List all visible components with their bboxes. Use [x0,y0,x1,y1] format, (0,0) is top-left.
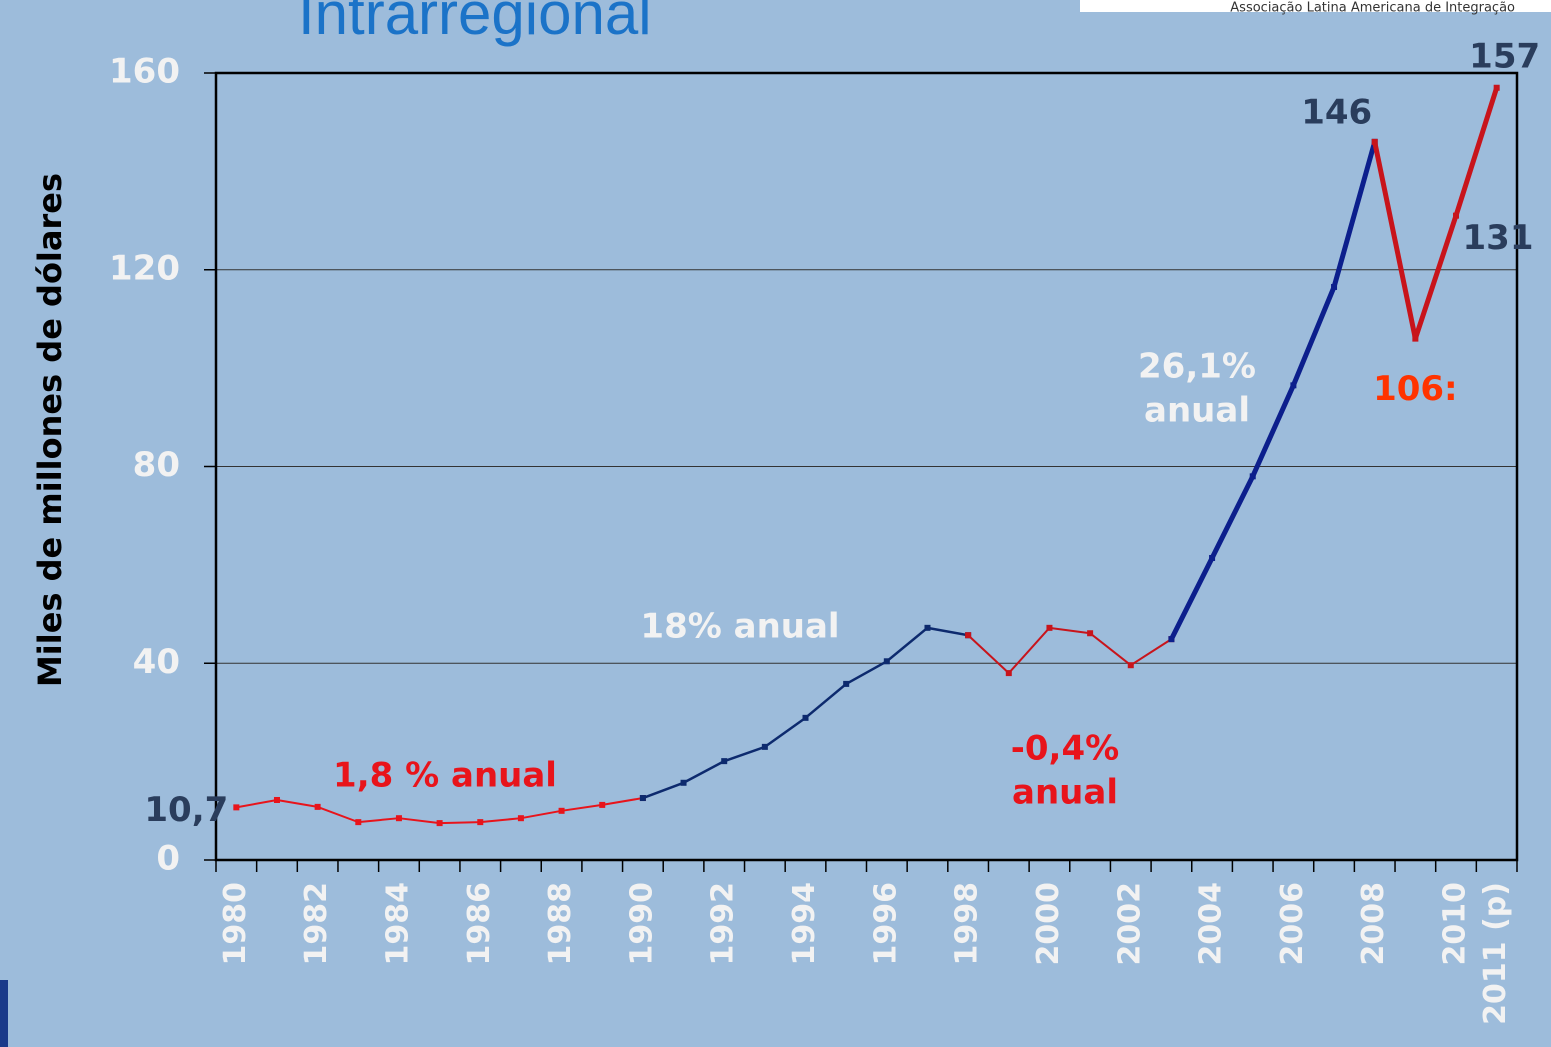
point-marker [1046,624,1053,631]
header-text: Associação Latina Americana de Integraçã… [1230,1,1515,16]
point-marker [1087,630,1094,637]
annotation: anual [1012,773,1118,813]
x-tick-label: 1988 [543,882,578,966]
point-marker [843,680,850,687]
point-marker [273,796,280,803]
x-tick-label: 2011 (p) [1478,882,1513,1025]
point-marker [1371,138,1378,145]
annotation: -0,4% [1011,729,1119,769]
point-marker [1493,84,1500,91]
point-marker [314,803,321,810]
data-label: 10,7 [144,790,228,830]
chart-title: Intrarregional [298,0,652,47]
point-marker [1127,662,1134,669]
x-tick-label: 2010 [1438,882,1473,966]
x-tick-label: 2000 [1031,882,1066,966]
point-marker [924,624,931,631]
y-tick-label: 160 [109,52,180,92]
data-label: 146 [1301,92,1372,132]
x-tick-label: 1980 [218,882,253,966]
point-marker [436,820,443,827]
point-marker [395,815,402,822]
line-series [967,626,1172,675]
x-tick-label: 1996 [868,882,903,966]
point-marker [477,819,484,826]
point-marker [965,632,972,639]
point-marker [639,795,646,802]
x-tick-label: 2008 [1356,882,1391,966]
point-marker [1412,335,1419,342]
annotation: 26,1% [1138,347,1256,387]
point-marker [1331,283,1338,290]
point-marker [1005,670,1012,677]
point-marker [558,807,565,814]
line-series [1169,141,1378,641]
point-marker [1209,554,1216,561]
x-tick-label: 1986 [462,882,497,966]
line-series [1372,86,1500,342]
annotation: 18% anual [640,607,839,647]
point-marker [1290,382,1297,389]
x-tick-label: 2002 [1112,882,1147,966]
point-marker [599,801,606,808]
corner-bar [0,980,8,1047]
point-marker [761,743,768,750]
point-marker [721,758,728,765]
x-tick-label: 1982 [299,882,334,966]
x-tick-label: 1990 [624,882,659,966]
data-label: 131 [1463,218,1534,258]
x-tick-label: 2004 [1194,882,1229,966]
y-axis-label: Miles de millones de dólares [31,173,69,687]
data-label: 157 [1469,36,1540,76]
header-strip [1080,0,1551,12]
data-label: 106: [1373,369,1458,409]
point-marker [802,714,809,721]
x-tick-label: 1998 [950,882,985,966]
x-tick-label: 2006 [1275,882,1310,966]
y-tick-label: 0 [156,839,180,879]
annotation: 1,8 % anual [333,756,557,796]
point-marker [355,819,362,826]
annotation: anual [1144,391,1250,431]
point-marker [1249,473,1256,480]
point-marker [680,779,687,786]
point-marker [517,815,524,822]
point-marker [233,804,240,811]
y-tick-label: 80 [133,445,180,485]
x-tick-label: 1992 [706,882,741,966]
x-tick-label: 1994 [787,882,822,966]
y-tick-label: 40 [133,642,180,682]
point-marker [1168,636,1175,643]
point-marker [1453,212,1460,219]
y-tick-label: 120 [109,248,180,288]
x-tick-label: 1984 [380,882,415,966]
point-marker [883,658,890,665]
